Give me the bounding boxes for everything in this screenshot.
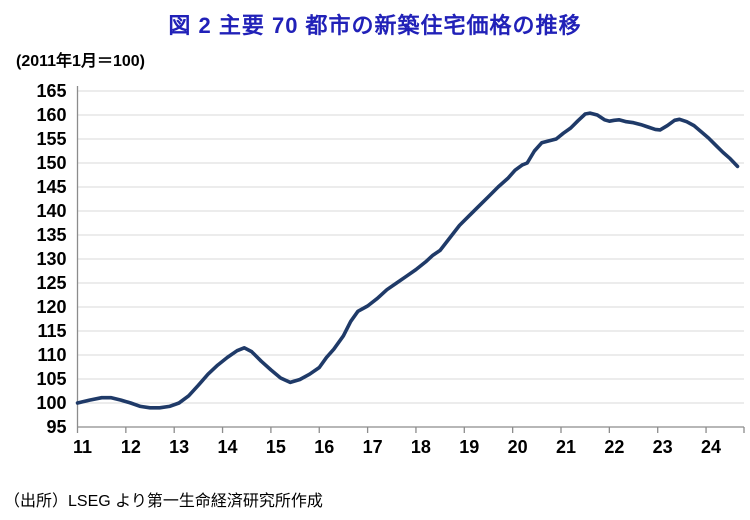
- series: [75, 111, 740, 410]
- y-axis-tick-label: 150: [36, 153, 66, 173]
- y-axis-tick-label: 100: [36, 393, 66, 413]
- x-axis-tick-label: 13: [169, 437, 189, 457]
- y-axis-tick-label: 130: [36, 249, 66, 269]
- x-axis-tick-label: 16: [314, 437, 334, 457]
- x-axis-tick-label: 11: [73, 437, 92, 457]
- x-axis-tick-label: 22: [604, 437, 624, 457]
- y-axis-tick-label: 110: [37, 345, 66, 365]
- y-axis-tick-label: 105: [36, 369, 66, 389]
- x-axis-tick-label: 19: [459, 437, 479, 457]
- x-axis-tick-label: 17: [363, 437, 383, 457]
- index-base-note: (2011年1月＝100): [16, 53, 145, 70]
- chart-title: 図 2 主要 70 都市の新築住宅価格の推移: [168, 13, 582, 38]
- y-axis-tick-label: 95: [46, 417, 66, 437]
- x-axis-tick-label: 15: [266, 437, 286, 457]
- x-axis-tick-label: 23: [653, 437, 673, 457]
- y-axis-tick-label: 140: [36, 201, 66, 221]
- x-axis-tick-label: 18: [411, 437, 431, 457]
- axes: [76, 86, 745, 433]
- y-axis-tick-label: 160: [36, 105, 66, 125]
- y-axis-tick-label: 125: [36, 273, 66, 293]
- y-axis-tick-label: 155: [36, 129, 66, 149]
- price-index-line: [75, 111, 740, 410]
- y-axis-tick-label: 165: [36, 81, 66, 101]
- y-axis-tick-label: 120: [36, 297, 66, 317]
- y-axis-tick-label: 145: [36, 177, 66, 197]
- y-axis-tick-label: 115: [37, 321, 66, 341]
- gridlines: [77, 90, 744, 404]
- x-axis-tick-label: 14: [218, 437, 238, 457]
- axis-labels: 95 100 105 110 115 120 125 130 135 140 145 150 155 16…: [36, 81, 721, 457]
- x-axis-tick-label: 20: [508, 437, 528, 457]
- x-axis-tick-label: 12: [121, 437, 141, 457]
- x-axis-tick-label: 21: [556, 437, 576, 457]
- source-note: （出所）LSEG より第一生命経済研究所作成: [4, 493, 323, 510]
- y-axis-tick-label: 135: [36, 225, 66, 245]
- x-axis-tick-label: 24: [701, 437, 721, 457]
